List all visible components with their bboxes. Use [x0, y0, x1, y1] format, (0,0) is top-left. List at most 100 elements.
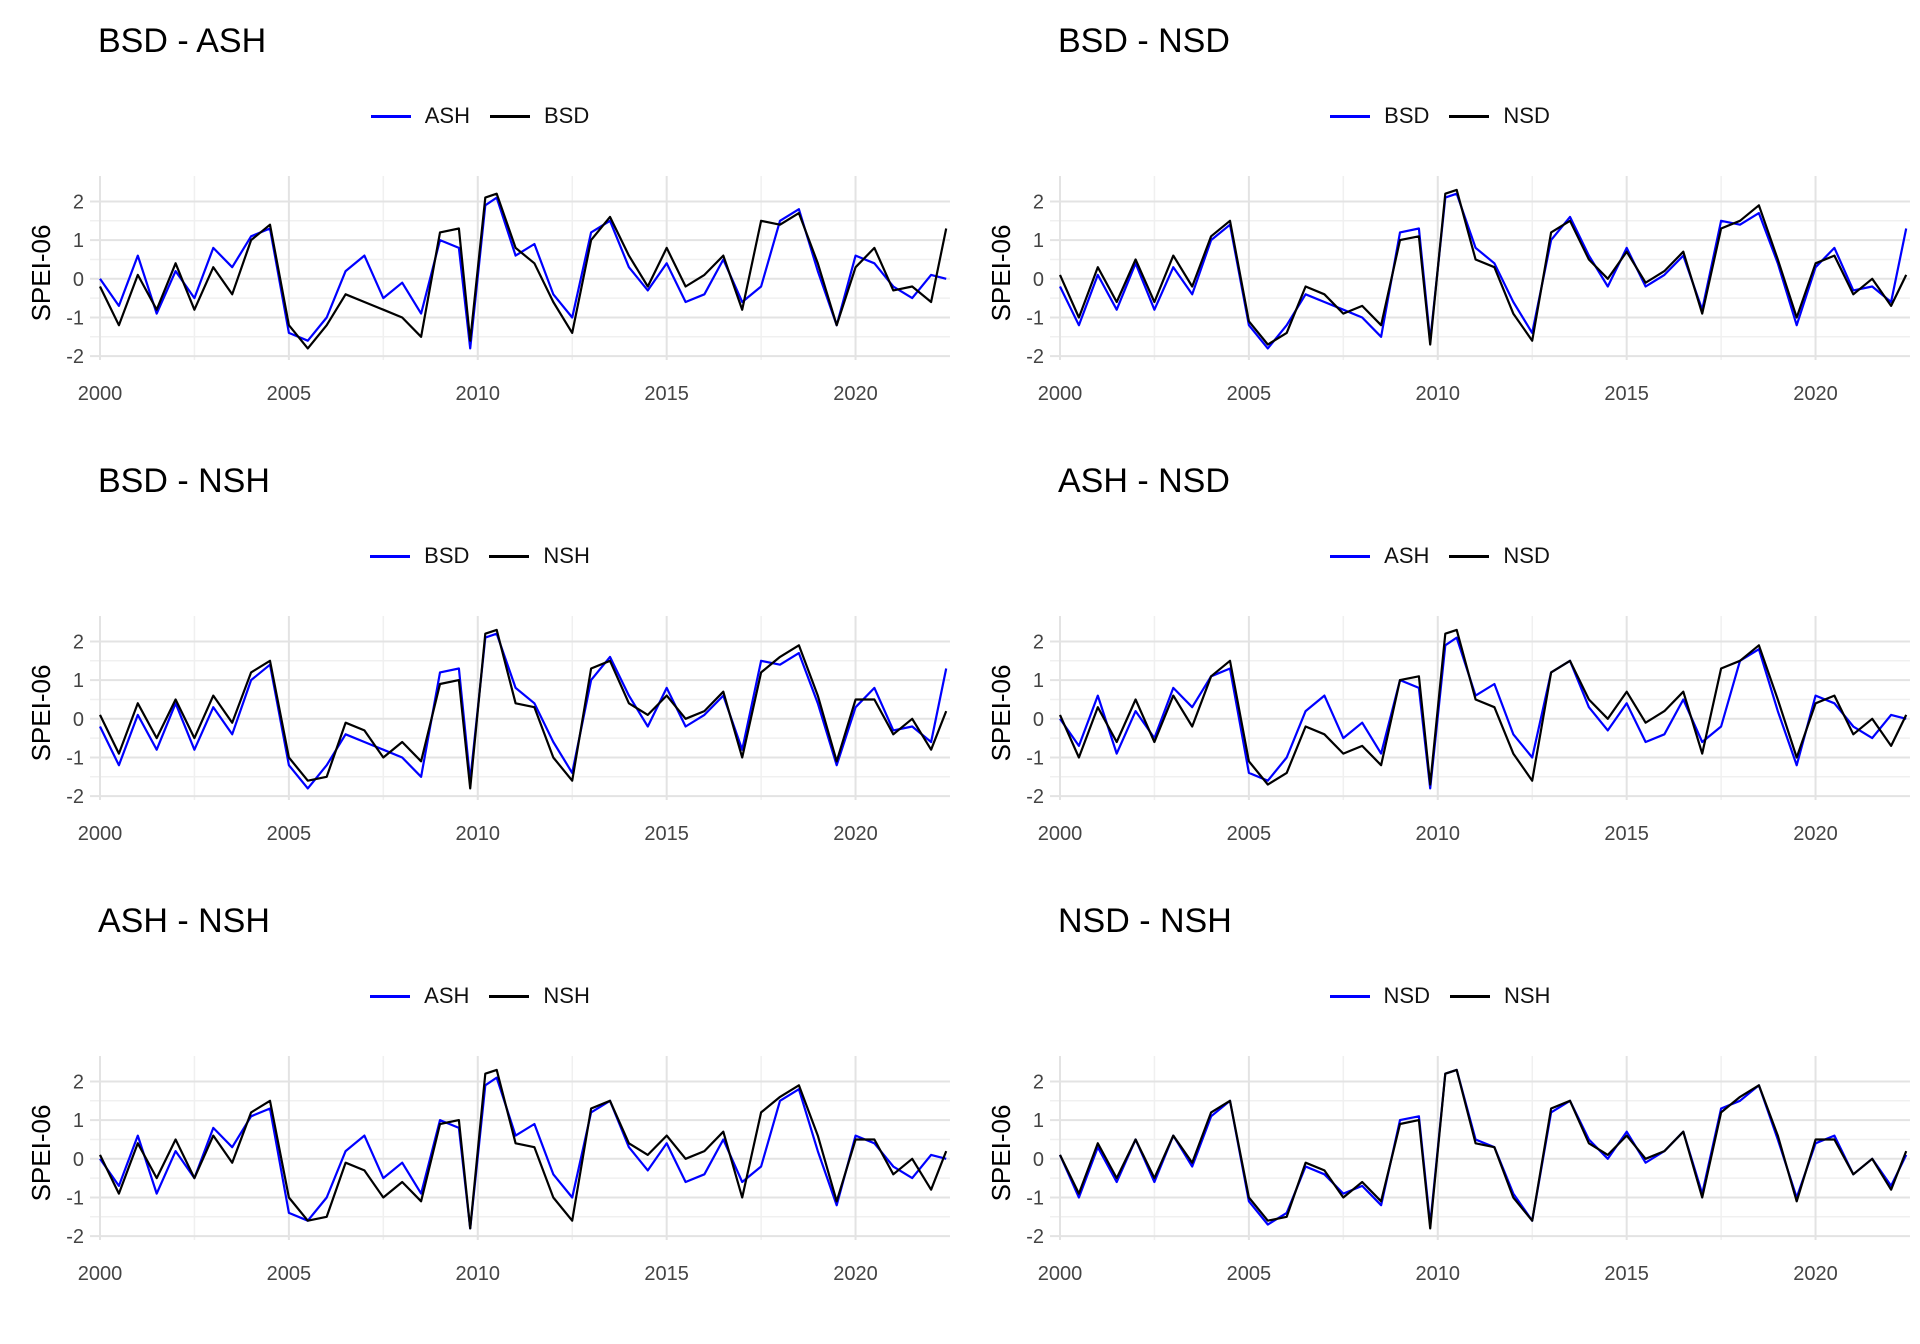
x-tick-label: 2015 — [1604, 823, 1649, 845]
x-tick-label: 2005 — [267, 1263, 312, 1285]
legend-label: NSH — [543, 983, 590, 1008]
legend-item: BSD — [370, 543, 469, 569]
legend-label: NSH — [1504, 983, 1551, 1008]
chart-title: ASH - NSD — [1058, 462, 1230, 500]
y-tick-label: 0 — [73, 709, 84, 731]
y-tick-label: -2 — [1026, 346, 1044, 368]
chart-panel: -2 -1 0 1 2 2000 2005 2010 2015 2020 SPEI-06 BSD - … — [960, 0, 1920, 440]
y-axis-label: SPEI-06 — [986, 1105, 1016, 1202]
x-tick-label: 2005 — [1227, 823, 1272, 845]
x-tick-label: 2010 — [456, 1263, 501, 1285]
y-tick-label: 2 — [73, 631, 84, 653]
y-tick-label: 2 — [1033, 1071, 1044, 1093]
legend: NSD NSH — [960, 978, 1920, 1014]
plot-area: -2 -1 0 1 2 2000 2005 2010 2015 2020 SPEI-06 — [986, 616, 1910, 845]
legend: ASH BSD — [0, 98, 960, 134]
x-tick-label: 2020 — [1793, 1263, 1838, 1285]
series-line — [1059, 1068, 1908, 1230]
y-tick-label: -1 — [1026, 1187, 1044, 1209]
y-tick-label: 0 — [1033, 709, 1044, 731]
x-tick-label: 2005 — [267, 383, 312, 405]
legend-label: BSD — [1384, 103, 1430, 128]
x-tick-label: 2000 — [1038, 823, 1083, 845]
y-tick-label: 1 — [1033, 230, 1044, 252]
chart-title: BSD - NSH — [98, 462, 270, 500]
chart-panel: -2 -1 0 1 2 2000 2005 2010 2015 2020 SPEI-06 NSD - … — [960, 880, 1920, 1320]
y-tick-label: 0 — [73, 1149, 84, 1171]
legend: ASH NSH — [0, 978, 960, 1014]
series-line — [99, 632, 948, 790]
x-tick-label: 2010 — [1416, 383, 1461, 405]
legend-item: NSD — [1329, 983, 1430, 1009]
chart-panel: -2 -1 0 1 2 2000 2005 2010 2015 2020 SPEI-06 BSD - … — [0, 440, 960, 880]
x-tick-label: 2015 — [1604, 1263, 1649, 1285]
legend-item: NSH — [489, 543, 590, 569]
legend-key — [1330, 114, 1371, 118]
y-tick-label: 1 — [73, 230, 84, 252]
legend: BSD NSH — [0, 538, 960, 574]
plot-area: -2 -1 0 1 2 2000 2005 2010 2015 2020 SPEI-06 — [26, 176, 950, 405]
legend-key — [489, 554, 530, 558]
series-line — [99, 628, 948, 790]
series-line — [1058, 188, 1908, 346]
chart-panel: -2 -1 0 1 2 2000 2005 2010 2015 2020 SPEI-06 ASH - … — [960, 440, 1920, 880]
legend-key — [490, 114, 530, 118]
x-tick-label: 2020 — [833, 823, 878, 845]
x-tick-label: 2020 — [833, 383, 878, 405]
legend-label: ASH — [1384, 543, 1430, 568]
legend-label: NSD — [1383, 983, 1430, 1008]
series-line — [1058, 628, 1908, 786]
chart-panel: -2 -1 0 1 2 2000 2005 2010 2015 2020 SPEI-06 BSD - … — [0, 0, 960, 440]
y-tick-label: 1 — [73, 1110, 84, 1132]
y-tick-label: 1 — [1033, 670, 1044, 692]
legend-key — [1449, 554, 1490, 558]
legend-key — [370, 554, 411, 558]
legend-item: NSH — [1450, 983, 1550, 1009]
plot-area: -2 -1 0 1 2 2000 2005 2010 2015 2020 SPEI-06 — [986, 176, 1910, 405]
x-tick-label: 2000 — [78, 383, 123, 405]
x-tick-label: 2010 — [1416, 1263, 1461, 1285]
x-tick-label: 2000 — [1038, 1263, 1083, 1285]
y-tick-label: -2 — [66, 786, 84, 808]
legend-label: NSH — [543, 543, 590, 568]
y-tick-label: 1 — [73, 670, 84, 692]
legend-item: ASH — [370, 103, 470, 129]
y-axis-label: SPEI-06 — [986, 665, 1016, 762]
y-tick-label: -1 — [66, 747, 84, 769]
legend-item: BSD — [490, 103, 589, 129]
y-tick-label: -1 — [66, 307, 84, 329]
legend-key — [370, 114, 411, 118]
chart-title: BSD - ASH — [98, 22, 267, 60]
y-tick-label: -1 — [1026, 307, 1044, 329]
x-tick-label: 2000 — [78, 823, 123, 845]
x-tick-label: 2010 — [456, 383, 501, 405]
y-tick-label: -2 — [1026, 1226, 1044, 1248]
legend-key — [1329, 994, 1370, 998]
chart-panel: -2 -1 0 1 2 2000 2005 2010 2015 2020 SPEI-06 ASH - … — [0, 880, 960, 1320]
legend: BSD NSD — [960, 98, 1920, 134]
legend-item: NSD — [1449, 103, 1550, 129]
legend-item: NSH — [489, 983, 590, 1009]
legend-key — [370, 994, 411, 998]
y-tick-label: 1 — [1033, 1110, 1044, 1132]
plot-area: -2 -1 0 1 2 2000 2005 2010 2015 2020 SPEI-06 — [986, 1056, 1910, 1285]
legend-item: ASH — [370, 983, 469, 1009]
legend-key — [489, 994, 530, 998]
x-tick-label: 2015 — [644, 823, 689, 845]
y-tick-label: 0 — [1033, 269, 1044, 291]
legend-item: BSD — [1330, 103, 1429, 129]
series-line — [1059, 192, 1908, 350]
legend-label: ASH — [424, 983, 470, 1008]
x-tick-label: 2005 — [1227, 1263, 1272, 1285]
chart-title: BSD - NSD — [1058, 22, 1230, 60]
y-axis-label: SPEI-06 — [26, 225, 56, 322]
legend-label: BSD — [424, 543, 470, 568]
y-tick-label: 2 — [1033, 631, 1044, 653]
y-tick-label: 0 — [73, 269, 84, 291]
y-axis-label: SPEI-06 — [986, 225, 1016, 322]
legend-key — [1450, 994, 1490, 998]
x-tick-label: 2015 — [644, 1263, 689, 1285]
chart-title: ASH - NSH — [98, 902, 270, 940]
legend-key — [1449, 114, 1490, 118]
